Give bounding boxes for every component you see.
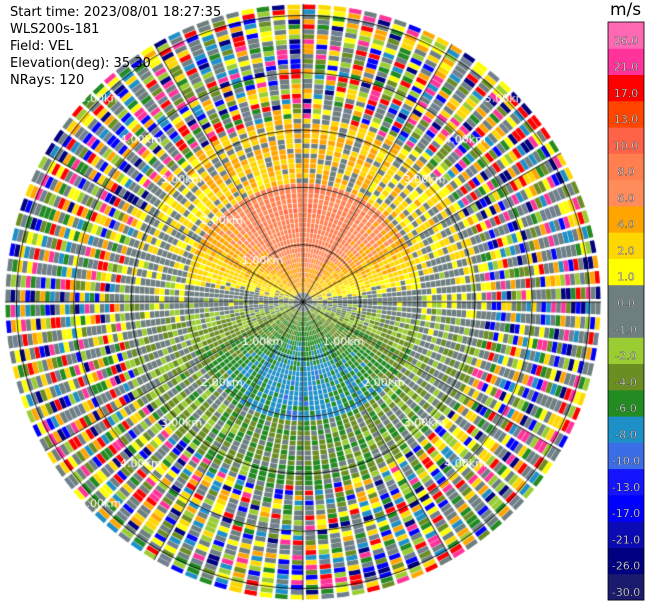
field-text: Field: VEL	[10, 39, 73, 54]
colorbar-tick-label: 0.0	[617, 297, 635, 310]
colorbar-tick-label: 17.0	[614, 87, 639, 100]
colorbar-tick-label: -4.0	[615, 376, 636, 389]
colorbar-swatch-5	[608, 442, 644, 470]
colorbar-swatch-13	[608, 232, 644, 259]
colorbar-swatch-16	[608, 153, 644, 181]
colorbar-swatch-11	[608, 284, 644, 312]
colorbar-swatch-19	[608, 74, 644, 102]
colorbar-unit: m/s	[610, 0, 642, 20]
elevation-text: Elevation(deg): 35.30	[10, 56, 151, 71]
colorbar-swatch-9	[608, 337, 644, 365]
colorbar-swatch-21	[608, 22, 644, 49]
colorbar-tick-label: -21.0	[612, 533, 640, 546]
colorbar-tick-label: -10.0	[612, 455, 640, 468]
colorbar-swatch-18	[608, 100, 644, 128]
colorbar-swatch-7	[608, 389, 644, 417]
colorbar-swatch-4	[608, 468, 644, 496]
nrays-text: NRays: 120	[10, 73, 85, 88]
colorbar-swatch-15	[608, 179, 644, 207]
colorbar-tick-label: 26.0	[614, 34, 639, 47]
colorbar-tick-label: 6.0	[617, 192, 635, 205]
colorbar-swatch-10	[608, 311, 644, 338]
colorbar-tick-label: -8.0	[615, 428, 636, 441]
colorbar-tick-label: -6.0	[615, 402, 636, 415]
colorbar-tick-label: -1.0	[615, 323, 636, 336]
colorbar-tick-label: -13.0	[612, 481, 640, 494]
colorbar-swatch-8	[608, 363, 644, 391]
colorbar-swatch-12	[608, 258, 644, 286]
colorbar-tick-label: -2.0	[615, 350, 636, 363]
start-time-text: Start time: 2023/08/01 18:27:35	[10, 5, 222, 20]
colorbar-tick-label: -30.0	[612, 586, 640, 599]
colorbar-swatch-14	[608, 205, 644, 233]
instrument-text: WLS200s-181	[10, 22, 100, 37]
colorbar-tick-label: 1.0	[617, 271, 635, 284]
colorbar-swatch-1	[608, 547, 644, 575]
colorbar-tick-label: -26.0	[612, 560, 640, 573]
colorbar-tick-label: 21.0	[614, 61, 639, 74]
colorbar-swatch-17	[608, 127, 644, 154]
colorbar-tick-label: -17.0	[612, 507, 640, 520]
colorbar-tick-label: 10.0	[614, 139, 639, 152]
colorbar-tick-label: 4.0	[617, 218, 635, 231]
colorbar-tick-label: 8.0	[617, 166, 635, 179]
colorbar-swatch-3	[608, 494, 644, 522]
colorbar-swatch-2	[608, 521, 644, 548]
colorbar-swatch-20	[608, 48, 644, 76]
colorbar-tick-label: 2.0	[617, 244, 635, 257]
colorbar-tick-label: 13.0	[614, 113, 639, 126]
colorbar-swatch-0	[608, 573, 644, 601]
colorbar-swatch-6	[608, 416, 644, 443]
colorbar-frame	[607, 21, 645, 601]
